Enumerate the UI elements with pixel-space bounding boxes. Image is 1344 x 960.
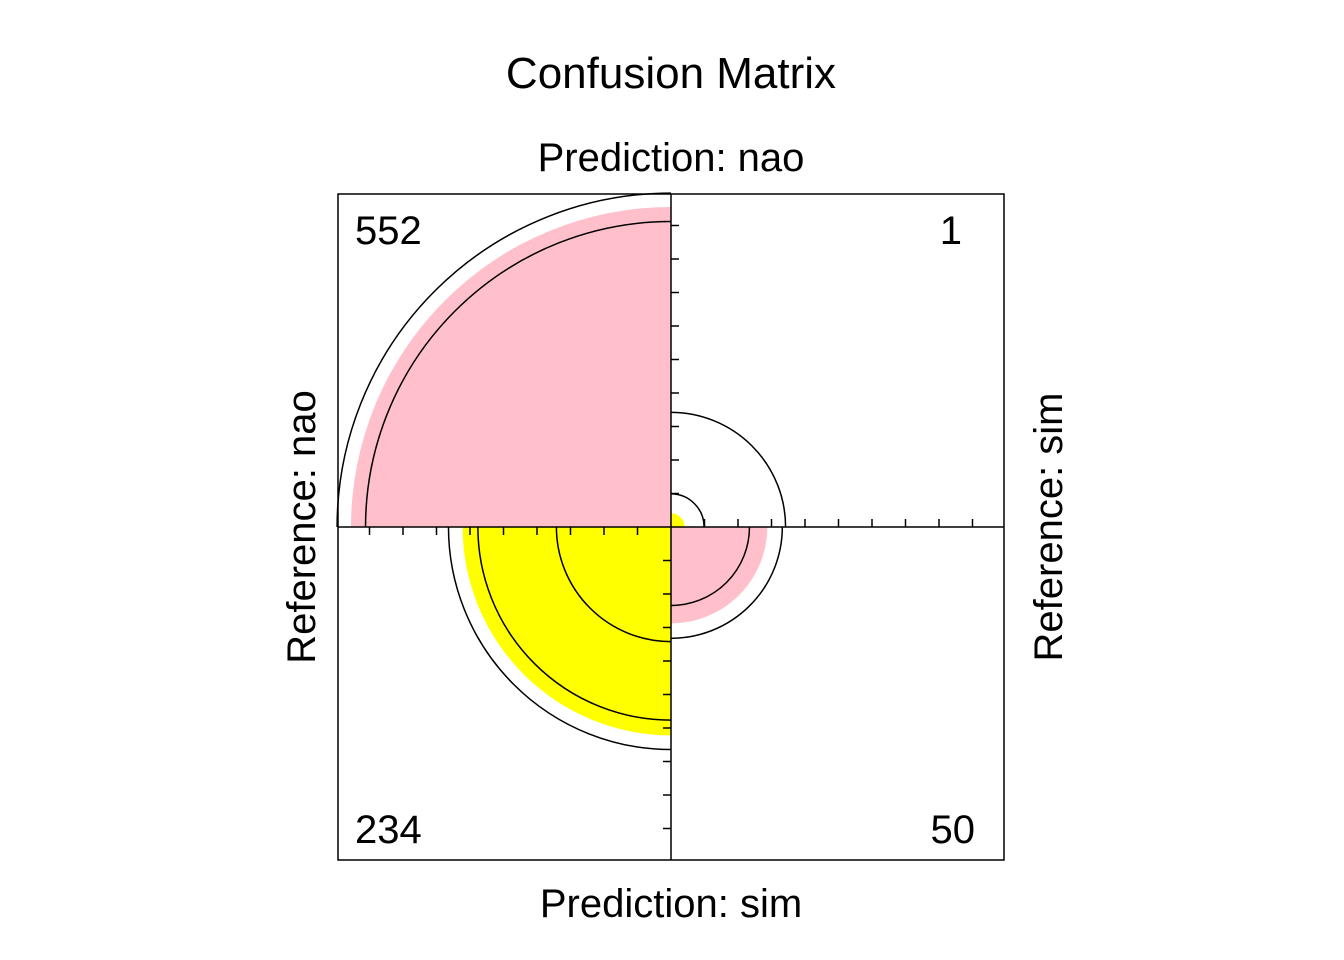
sector-top-right (671, 513, 685, 527)
reference-arc-top-right (670, 411, 787, 528)
sector-bottom-left (462, 527, 671, 736)
reference-arc-bottom-left (555, 526, 672, 643)
confidence-ring-upper-bottom-left (447, 526, 672, 751)
left-axis-label: Reference: nao (280, 390, 324, 664)
sector-top-left (351, 207, 671, 527)
confidence-ring-lower-bottom-left (477, 526, 672, 721)
right-axis-label: Reference: sim (1027, 393, 1071, 662)
plot-frame (337, 193, 1005, 861)
confidence-ring-upper-top-right (670, 493, 705, 528)
sector-bottom-right (671, 527, 768, 624)
cell-count-labels: 552 1 234 50 (355, 209, 975, 852)
count-label-top-right: 1 (940, 209, 962, 253)
confidence-ring-upper-bottom-right (670, 526, 784, 640)
quadrant-sectors (336, 192, 787, 751)
bottom-axis-label: Prediction: sim (540, 882, 802, 926)
confidence-ring-lower-bottom-right (670, 526, 751, 607)
center-axes (338, 194, 1004, 860)
chart-title: Confusion Matrix (506, 49, 836, 98)
confidence-ring-lower-top-left (364, 220, 672, 528)
top-axis-label: Prediction: nao (538, 136, 805, 180)
count-label-bottom-right: 50 (931, 808, 976, 852)
confidence-ring-upper-top-left (336, 192, 672, 528)
count-label-top-left: 552 (355, 209, 422, 253)
count-label-bottom-left: 234 (355, 808, 422, 852)
